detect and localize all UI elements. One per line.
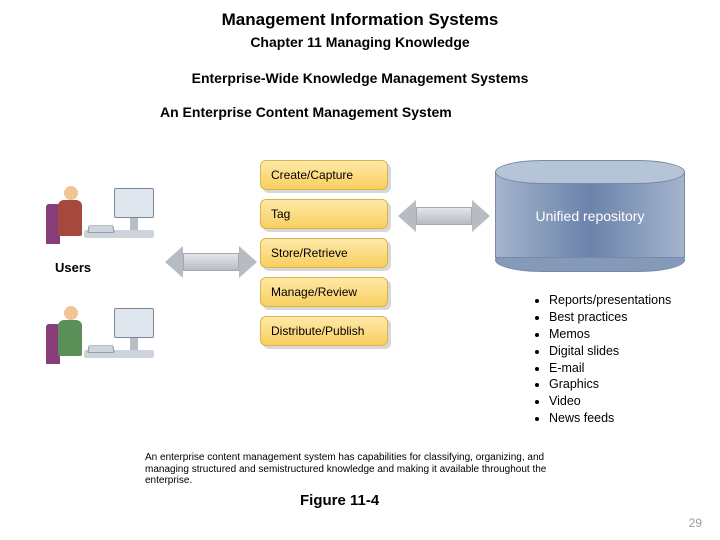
list-item: Graphics [549, 376, 671, 393]
chapter-line: Chapter 11 Managing Knowledge [0, 34, 720, 50]
process-box: Create/Capture [260, 160, 388, 190]
monitor-stand-icon [130, 218, 138, 230]
list-item: E-mail [549, 360, 671, 377]
figure-label: Figure 11-4 [300, 492, 379, 509]
page-title: Management Information Systems [0, 10, 720, 30]
list-item: Video [549, 393, 671, 410]
list-item: Memos [549, 326, 671, 343]
arrow-head-left-icon [165, 246, 183, 278]
list-item: Best practices [549, 309, 671, 326]
list-item: Digital slides [549, 343, 671, 360]
process-label: Manage/Review [271, 285, 357, 299]
page-number: 29 [689, 516, 702, 530]
figure-caption: An enterprise content management system … [145, 452, 560, 487]
arrow-users-processes [165, 246, 257, 278]
process-label: Distribute/Publish [271, 324, 364, 338]
arrow-head-right-icon [239, 246, 257, 278]
monitor-icon [114, 188, 154, 218]
arrow-bar-icon [183, 253, 239, 271]
process-box: Manage/Review [260, 277, 388, 307]
person-head-icon [64, 306, 78, 320]
cylinder-top-icon [495, 160, 685, 184]
user-workstation-1 [40, 170, 180, 260]
person-icon [58, 200, 82, 236]
arrow-processes-repository [398, 200, 490, 232]
subtitle: An Enterprise Content Management System [160, 104, 452, 120]
arrow-head-left-icon [398, 200, 416, 232]
process-label: Create/Capture [271, 168, 353, 182]
process-box: Tag [260, 199, 388, 229]
arrow-head-right-icon [472, 200, 490, 232]
list-item: News feeds [549, 410, 671, 427]
repository-label: Unified repository [495, 208, 685, 224]
process-label: Store/Retrieve [271, 246, 348, 260]
process-box: Distribute/Publish [260, 316, 388, 346]
process-column: Create/Capture Tag Store/Retrieve Manage… [260, 160, 420, 355]
section-line: Enterprise-Wide Knowledge Management Sys… [0, 70, 720, 86]
process-box: Store/Retrieve [260, 238, 388, 268]
content-type-list: Reports/presentations Best practices Mem… [535, 292, 671, 427]
list-item: Reports/presentations [549, 292, 671, 309]
repository-cylinder: Unified repository [495, 160, 685, 270]
keyboard-icon [87, 345, 114, 353]
keyboard-icon [87, 225, 114, 233]
monitor-icon [114, 308, 154, 338]
arrow-bar-icon [416, 207, 472, 225]
users-label: Users [55, 260, 91, 275]
person-icon [58, 320, 82, 356]
monitor-stand-icon [130, 338, 138, 350]
person-head-icon [64, 186, 78, 200]
user-workstation-2 [40, 290, 180, 380]
ecm-diagram: Users Create/Capture Tag Store/Retrieve … [0, 160, 720, 440]
process-label: Tag [271, 207, 290, 221]
